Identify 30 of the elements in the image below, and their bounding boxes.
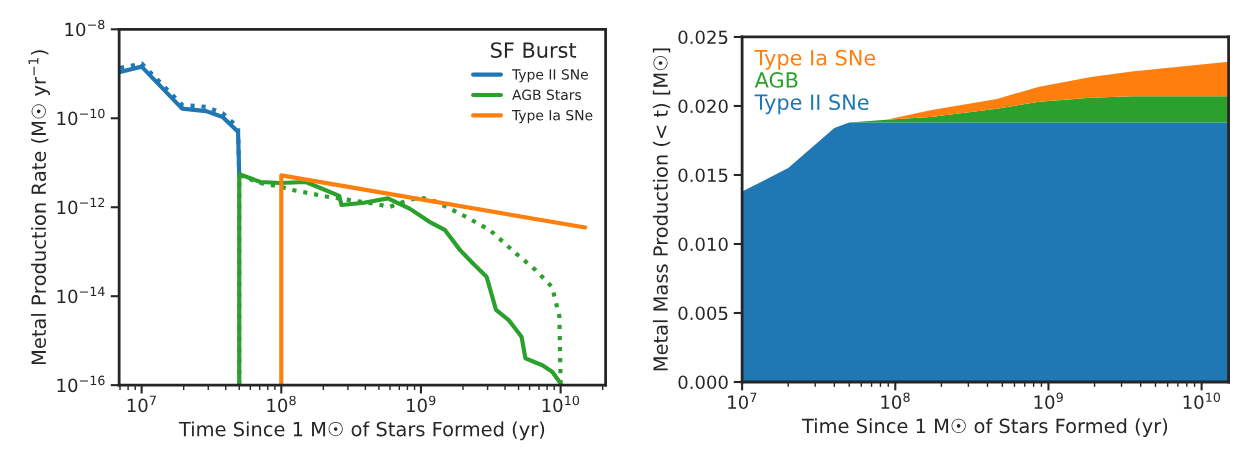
x-axis-title: Time Since 1 M☉ of Stars Formed (yr) (801, 418, 1168, 438)
text: AGB (754, 72, 798, 88)
x-axis-title: Time Since 1 M☉ of Stars Formed (yr) (178, 421, 545, 441)
x-tick-label: 10$^{7}$ (127, 395, 156, 413)
y-tick-label: 0.000 (678, 375, 728, 390)
x-tick-label: 10$^{8}$ (267, 395, 296, 413)
y-tick-label: 10$^{−12}$ (57, 197, 105, 215)
series-label: Type II SNe (754, 94, 869, 115)
y-tick-label: 0.010 (678, 237, 728, 252)
y-tick-label: 0.015 (678, 168, 728, 183)
x-tick-label: 10$^{8}$ (881, 392, 910, 410)
y-tick-label: 10$^{−8}$ (65, 19, 105, 37)
y-tick-label: 0.025 (678, 30, 728, 45)
x-tick-label: 10$^{10}$ (542, 395, 580, 413)
y-axis-title: Metal Production Rate (M☉ yr$^{−1}$) (28, 50, 50, 364)
x-tick-label: 10$^{10}$ (1183, 392, 1221, 410)
x-tick-label: 10$^{9}$ (1034, 392, 1063, 410)
y-axis-title: Metal Mass Production (< t) [M☉] (652, 48, 671, 371)
x-tick-label: 10$^{7}$ (728, 392, 757, 410)
text: Type Ia SNe (754, 49, 876, 70)
legend-label: AGB Stars (512, 89, 582, 101)
y-tick-label: 0.020 (678, 99, 728, 114)
legend-label: Type Ia SNe (511, 109, 593, 124)
x-tick-label: 10$^{9}$ (407, 395, 436, 413)
y-tick-label: 10$^{−14}$ (57, 286, 105, 304)
y-tick-label: 0.005 (678, 306, 728, 321)
y-tick-label: 10$^{−10}$ (57, 108, 105, 126)
y-tick-label: 10$^{−16}$ (57, 375, 105, 393)
legend-label: Type II SNe (511, 69, 588, 83)
legend-title: SF Burst (491, 42, 577, 58)
